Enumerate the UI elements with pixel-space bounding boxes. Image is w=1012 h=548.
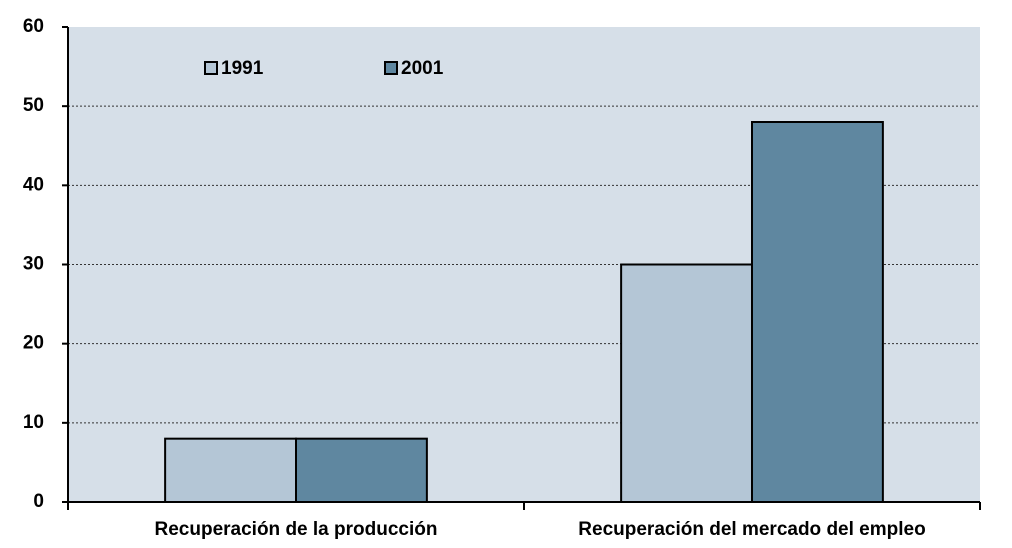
legend-label: 1991 <box>221 58 264 79</box>
y-tick-label: 30 <box>23 254 44 275</box>
y-tick-label: 50 <box>23 95 44 116</box>
y-tick-label: 40 <box>23 174 44 195</box>
bar <box>620 263 753 503</box>
legend-swatch <box>384 61 398 75</box>
legend-label: 2001 <box>401 58 444 79</box>
y-tick-label: 10 <box>23 412 44 433</box>
y-tick-label: 0 <box>33 491 44 512</box>
x-tick-label: Recuperación del mercado del empleo <box>578 519 925 540</box>
x-tick-label: Recuperación de la producción <box>155 519 438 540</box>
bar <box>164 437 297 503</box>
bar <box>295 437 428 503</box>
y-tick-label: 60 <box>23 16 44 37</box>
bar <box>751 121 884 503</box>
legend-swatch <box>204 61 218 75</box>
y-tick-label: 20 <box>23 333 44 354</box>
